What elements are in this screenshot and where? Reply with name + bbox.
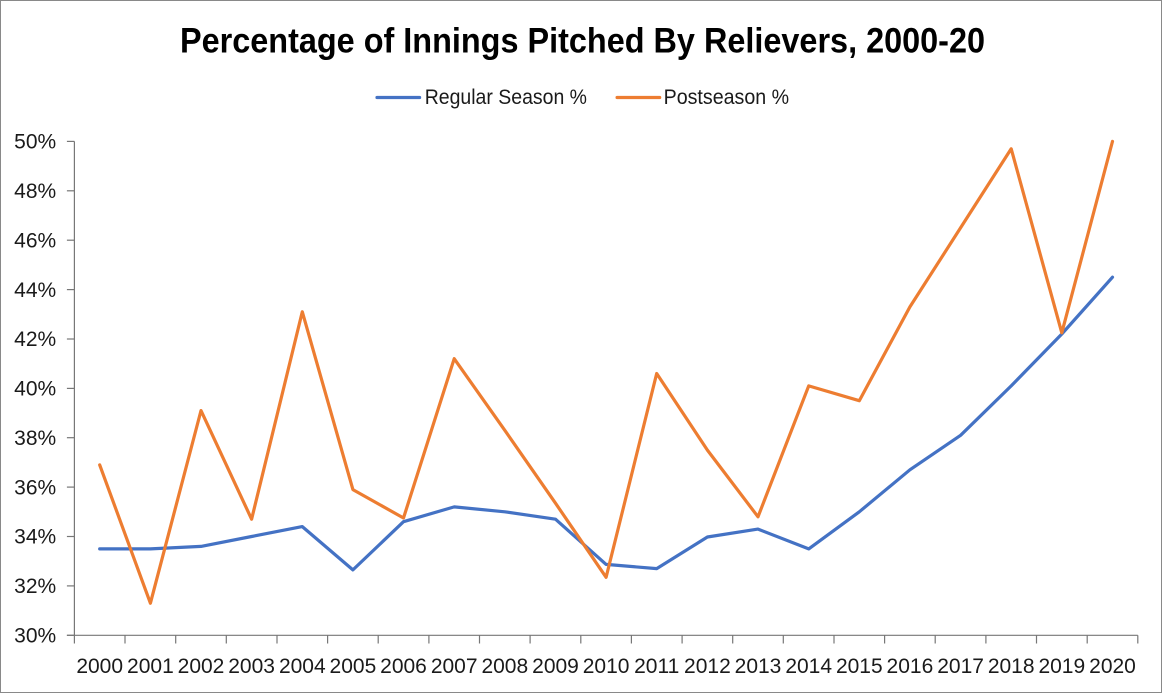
svg-text:34%: 34% xyxy=(14,526,56,549)
svg-text:2011: 2011 xyxy=(634,655,679,678)
svg-text:2012: 2012 xyxy=(684,655,731,678)
svg-text:2008: 2008 xyxy=(481,655,528,678)
svg-text:2003: 2003 xyxy=(228,655,275,678)
svg-text:2016: 2016 xyxy=(887,655,934,678)
svg-text:2001: 2001 xyxy=(127,655,174,678)
svg-text:2010: 2010 xyxy=(583,655,630,678)
svg-text:44%: 44% xyxy=(14,279,56,302)
svg-text:2004: 2004 xyxy=(279,655,326,678)
svg-text:2017: 2017 xyxy=(937,655,984,678)
svg-text:32%: 32% xyxy=(14,575,56,598)
svg-text:2009: 2009 xyxy=(532,655,579,678)
svg-text:2015: 2015 xyxy=(836,655,883,678)
svg-text:40%: 40% xyxy=(14,378,56,401)
svg-text:36%: 36% xyxy=(14,476,56,499)
svg-text:30%: 30% xyxy=(14,625,56,648)
svg-text:2006: 2006 xyxy=(380,655,427,678)
svg-text:2007: 2007 xyxy=(431,655,478,678)
svg-text:2002: 2002 xyxy=(178,655,225,678)
svg-text:50%: 50% xyxy=(14,131,56,154)
svg-text:2000: 2000 xyxy=(76,655,123,678)
svg-text:2018: 2018 xyxy=(988,655,1035,678)
svg-text:42%: 42% xyxy=(14,328,56,351)
svg-text:48%: 48% xyxy=(14,180,56,203)
svg-text:38%: 38% xyxy=(14,427,56,450)
svg-text:2020: 2020 xyxy=(1089,655,1136,678)
svg-text:2005: 2005 xyxy=(330,655,377,678)
svg-text:Postseason %: Postseason % xyxy=(664,86,790,109)
svg-text:Percentage of Innings Pitched: Percentage of Innings Pitched By Relieve… xyxy=(180,22,985,61)
svg-text:2014: 2014 xyxy=(785,655,832,678)
svg-text:2019: 2019 xyxy=(1038,655,1085,678)
svg-text:Regular Season %: Regular Season % xyxy=(425,86,587,109)
svg-text:46%: 46% xyxy=(14,229,56,252)
svg-text:2013: 2013 xyxy=(735,655,782,678)
